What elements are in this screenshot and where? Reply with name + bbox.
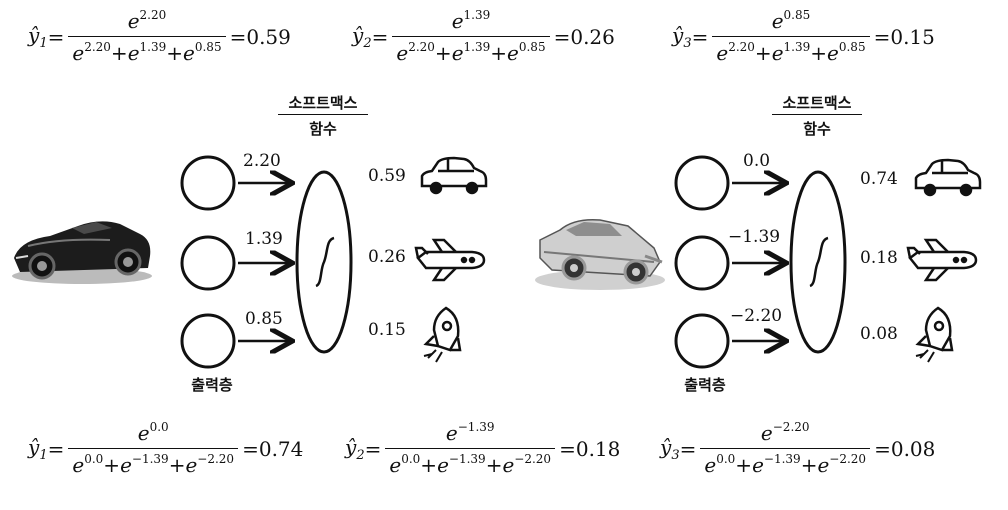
left-logit-1: 2.20 xyxy=(243,151,281,171)
right-prob-3: 0.08 xyxy=(860,324,898,344)
right-logit-2: −1.39 xyxy=(728,227,781,247)
formula-denominator: e0.0+e−1.39+e−2.20 xyxy=(385,448,556,477)
left-softmax-title-line2: 함수 xyxy=(309,120,337,138)
left-prob-1: 0.59 xyxy=(368,166,406,186)
left-output-layer-label: 출력층 xyxy=(191,376,233,394)
formula-lhs: ŷ1 xyxy=(28,22,48,51)
right-integral-sign xyxy=(809,236,829,288)
right-output-neurons xyxy=(674,155,730,369)
left-neuron-1 xyxy=(180,155,236,211)
formula: ŷ3 = e−2.20 e0.0+e−1.39+e−2.20 = 0.08 xyxy=(660,420,936,477)
formula-numerator: e0.85 xyxy=(771,8,811,33)
left-softmax-oval xyxy=(295,170,353,354)
classic-car-photo xyxy=(535,218,665,290)
right-prob-2: 0.18 xyxy=(860,248,898,268)
left-neuron-2 xyxy=(180,235,236,291)
formula: ŷ2 = e−1.39 e0.0+e−1.39+e−2.20 = 0.18 xyxy=(345,420,621,477)
formula-numerator: e−2.20 xyxy=(760,420,810,445)
left-neuron-3 xyxy=(180,313,236,369)
left-logit-2: 1.39 xyxy=(245,229,283,249)
formula-lhs: ŷ2 xyxy=(352,22,372,51)
formula-result: 0.59 xyxy=(246,24,291,49)
formula-lhs: ŷ2 xyxy=(345,434,365,463)
formula-numerator: e0.0 xyxy=(137,420,169,445)
formula-result: 0.08 xyxy=(890,436,936,461)
formula-result: 0.26 xyxy=(570,24,615,49)
right-prob-1: 0.74 xyxy=(860,169,898,189)
right-rocket-icon xyxy=(915,306,954,363)
right-softmax-oval xyxy=(789,170,847,354)
formula-result: 0.15 xyxy=(890,24,935,49)
right-neuron-3 xyxy=(674,313,730,369)
left-rocket-icon xyxy=(423,306,462,363)
left-integral-sign xyxy=(315,236,335,288)
left-logit-3: 0.85 xyxy=(245,309,283,329)
right-airplane-icon xyxy=(906,238,978,282)
formula-lhs: ŷ3 xyxy=(672,22,692,51)
right-arrows xyxy=(732,183,784,341)
formula-lhs: ŷ3 xyxy=(660,434,680,463)
left-softmax-title-line1: 소프트맥스 xyxy=(278,92,368,115)
formula: ŷ1 = e0.0 e0.0+e−1.39+e−2.20 = 0.74 xyxy=(28,420,304,477)
left-softmax-title: 소프트맥스 함수 xyxy=(278,92,368,139)
left-arrows xyxy=(238,183,290,341)
left-airplane-icon xyxy=(414,238,486,282)
formula-numerator: e−1.39 xyxy=(445,420,495,445)
sports-car-photo xyxy=(12,221,152,284)
formula-result: 0.18 xyxy=(575,436,621,461)
right-neuron-2 xyxy=(674,235,730,291)
right-output-layer-label: 출력층 xyxy=(684,376,726,394)
formula-lhs: ŷ1 xyxy=(28,434,48,463)
formula-denominator: e0.0+e−1.39+e−2.20 xyxy=(68,448,239,477)
formula: ŷ2 = e1.39 e2.20+e1.39+e0.85 = 0.26 xyxy=(352,8,615,65)
left-prob-3: 0.15 xyxy=(368,320,406,340)
formula: ŷ3 = e0.85 e2.20+e1.39+e0.85 = 0.15 xyxy=(672,8,935,65)
right-softmax-title-line2: 함수 xyxy=(803,120,831,138)
formula: ŷ1 = e2.20 e2.20+e1.39+e0.85 = 0.59 xyxy=(28,8,291,65)
formula-numerator: e1.39 xyxy=(451,8,491,33)
right-logit-3: −2.20 xyxy=(730,306,783,326)
right-logit-1: 0.0 xyxy=(743,151,771,171)
formula-result: 0.74 xyxy=(258,436,304,461)
left-car-icon xyxy=(420,156,488,195)
formula-denominator: e2.20+e1.39+e0.85 xyxy=(68,36,226,65)
left-output-neurons xyxy=(180,155,236,369)
formula-numerator: e2.20 xyxy=(127,8,167,33)
right-softmax-title: 소프트맥스 함수 xyxy=(772,92,862,139)
left-prob-2: 0.26 xyxy=(368,247,406,267)
right-car-icon xyxy=(914,158,982,197)
right-softmax-title-line1: 소프트맥스 xyxy=(772,92,862,115)
formula-denominator: e2.20+e1.39+e0.85 xyxy=(392,36,550,65)
formula-denominator: e2.20+e1.39+e0.85 xyxy=(712,36,870,65)
right-neuron-1 xyxy=(674,155,730,211)
formula-denominator: e0.0+e−1.39+e−2.20 xyxy=(700,448,871,477)
